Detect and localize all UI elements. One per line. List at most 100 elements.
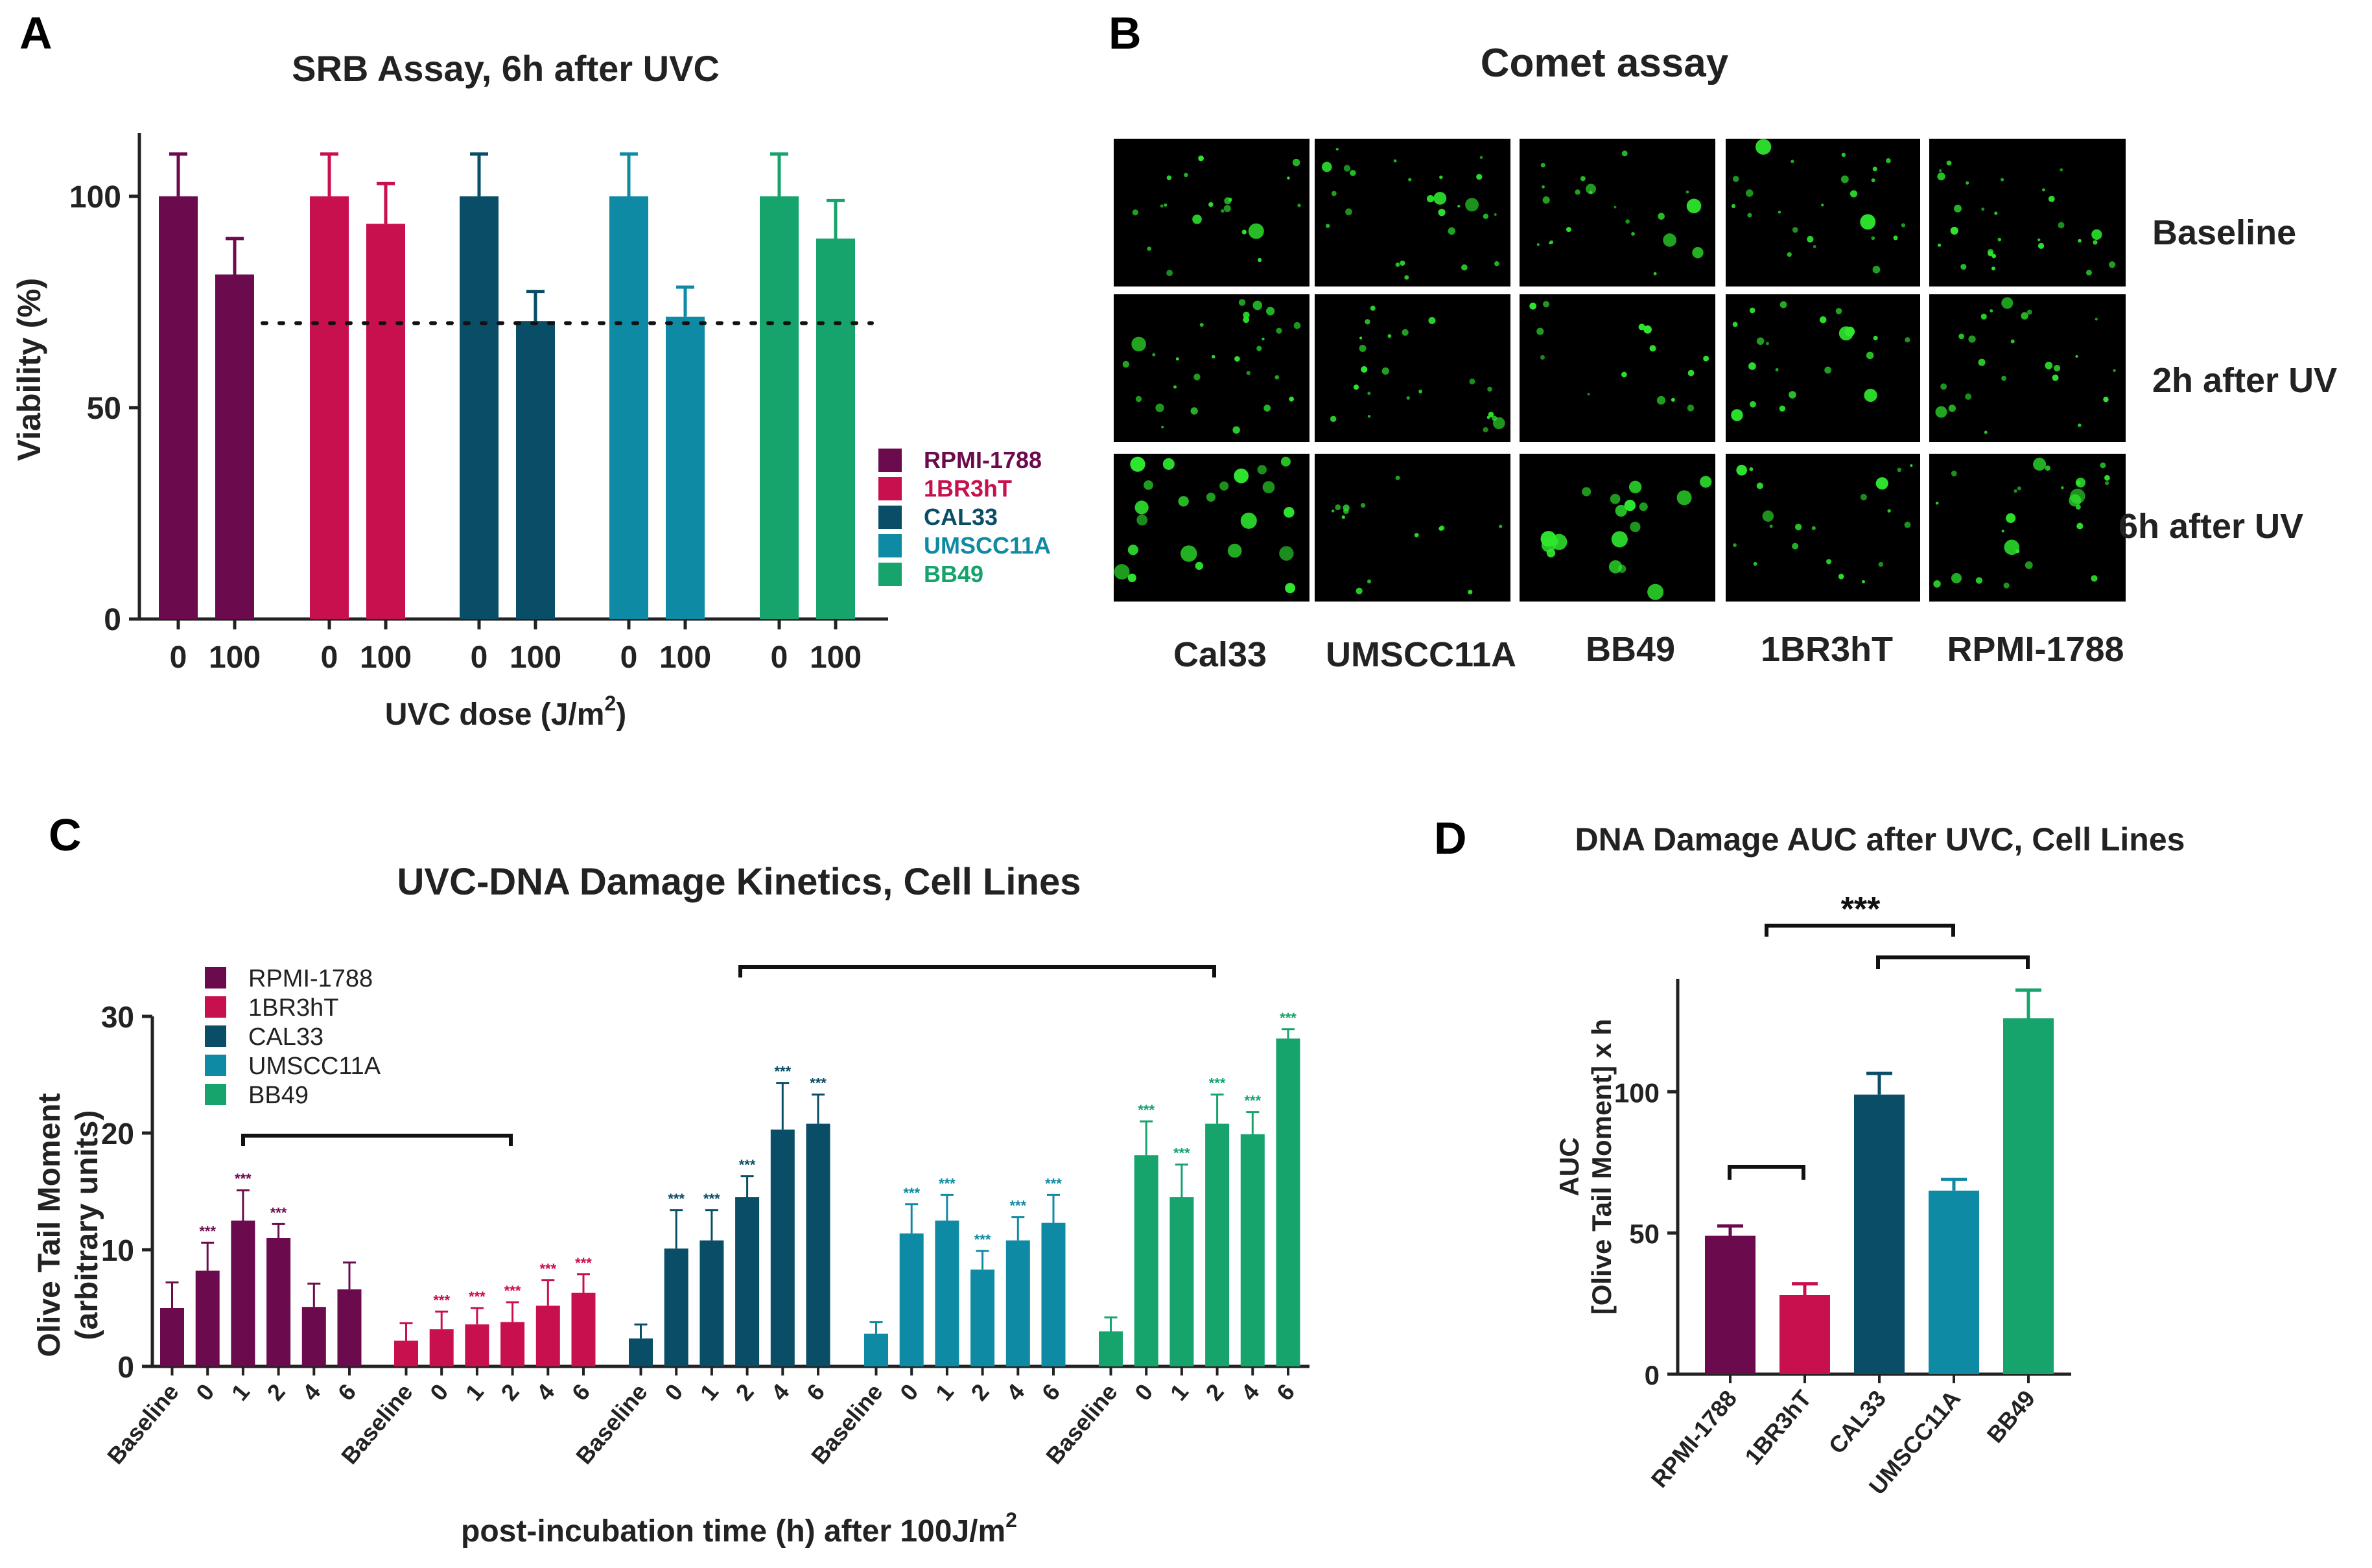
comet-spot	[1871, 236, 1875, 240]
comet-spot	[1345, 208, 1352, 216]
panel-a-plot: 0 50 100 0 100 0 100 0 100 0 100 0 100 RPMI-17881BR3h…	[69, 133, 1051, 675]
panel-c-significance: ***	[469, 1289, 486, 1305]
comet-spot	[2042, 188, 2045, 192]
comet-spot	[1984, 430, 1988, 434]
comet-spot	[2100, 462, 2106, 469]
comet-image	[1520, 294, 1715, 442]
panel-c-bar	[1041, 1223, 1066, 1366]
comet-spot	[1860, 493, 1867, 500]
panel-b-letter: B	[1109, 8, 1142, 58]
comet-spot	[1687, 404, 1695, 412]
comet-spot	[2058, 222, 2065, 229]
comet-spot	[1173, 385, 1177, 389]
comet-spot	[1948, 404, 1956, 412]
comet-spot	[1359, 344, 1367, 352]
panel-c-significance: ***	[774, 1064, 791, 1080]
panel-c-xtick-label: 0	[1129, 1379, 1158, 1406]
panel-a-bar	[666, 316, 705, 619]
comet-spot	[1479, 156, 1483, 159]
panel-a-bar	[516, 321, 555, 619]
comet-image	[1929, 294, 2126, 442]
comet-spot	[1630, 521, 1641, 532]
panel-c-xtick-label: 1	[695, 1379, 723, 1406]
panel-c-xtick-label: 6	[801, 1379, 830, 1406]
comet-spot	[1549, 240, 1554, 244]
comet-spot	[1130, 456, 1145, 472]
comet-spot	[1939, 169, 1942, 172]
panel-c-bar	[629, 1338, 653, 1366]
comet-spot	[2078, 423, 2082, 427]
comet-spot	[1248, 223, 1264, 239]
panel-c-significance: ***	[504, 1283, 521, 1299]
panel-c-significance: ***	[974, 1232, 991, 1248]
comet-spot	[2105, 481, 2109, 486]
comet-spot	[1287, 176, 1290, 180]
comet-spot	[2017, 486, 2021, 491]
comet-spot	[1821, 204, 1824, 207]
comet-col-label-cal33: Cal33	[1173, 635, 1267, 674]
comet-spot	[1614, 205, 1617, 209]
panel-a-legend-label: 1BR3hT	[924, 475, 1012, 502]
panel-d-ytick-label: 0	[1645, 1360, 1660, 1390]
panel-a-xlabel-sup: 2	[604, 692, 616, 715]
panel-c-bar	[195, 1270, 220, 1366]
comet-spot	[1700, 476, 1712, 488]
comet-spot	[1367, 415, 1371, 418]
panel-c-xtick-label: 4	[531, 1379, 559, 1406]
comet-spot	[1465, 198, 1479, 212]
comet-spot	[1935, 406, 1947, 418]
panel-d-ytick-label: 50	[1629, 1219, 1660, 1249]
comet-spot	[1536, 327, 1544, 335]
comet-spot	[1266, 307, 1275, 316]
comet-spot	[1910, 464, 1913, 467]
comet-spot	[2003, 582, 2010, 589]
comet-spot	[1807, 235, 1814, 243]
comet-spot	[1866, 351, 1874, 360]
comet-spot	[1499, 524, 1503, 528]
comet-spot	[1241, 229, 1247, 235]
comet-spot	[1258, 258, 1262, 263]
comet-spot	[1232, 426, 1240, 434]
comet-spot	[1370, 305, 1376, 311]
comet-spot	[1745, 189, 1754, 197]
comet-spot	[1426, 195, 1435, 203]
comet-spot	[2006, 513, 2016, 523]
comet-spot	[1161, 425, 1164, 428]
panel-c-legend-label: BB49	[248, 1082, 309, 1109]
comet-spot	[1279, 546, 1294, 561]
comet-spot	[1162, 458, 1175, 470]
comet-spot	[1227, 543, 1242, 558]
comet-spot	[1199, 323, 1204, 327]
comet-spot	[1147, 246, 1152, 251]
panel-c-bar	[699, 1240, 724, 1366]
panel-c-significance: ***	[903, 1185, 920, 1201]
panel-c-letter: C	[49, 810, 82, 860]
panel-a-xtick-label: 0	[170, 640, 187, 675]
comet-spot	[1127, 573, 1136, 583]
panel-d-significance: ***	[1841, 891, 1881, 928]
comet-spot	[1731, 204, 1736, 209]
panel-d-ylabel2: [Olive Tail Moment] x h	[1586, 1019, 1617, 1315]
comet-spot	[1276, 327, 1282, 334]
comet-spot	[1789, 391, 1796, 399]
comet-spot	[1878, 561, 1884, 567]
comet-spot	[1284, 507, 1295, 518]
comet-spot	[1540, 163, 1545, 168]
comet-spot	[1228, 198, 1232, 202]
comet-spot	[1246, 371, 1251, 375]
panel-c-xtick-label: 2	[261, 1379, 290, 1406]
comet-spot	[1649, 345, 1656, 352]
comet-spot	[2103, 396, 2109, 403]
comet-spot	[1325, 224, 1330, 228]
panel-c-significance: ***	[1045, 1175, 1062, 1191]
comet-spot	[1749, 307, 1756, 314]
comet-spot	[1792, 227, 1798, 233]
comet-spot	[1219, 481, 1229, 491]
comet-spot	[1965, 393, 1972, 400]
comet-spot	[1875, 477, 1888, 490]
panel-a-legend-swatch	[878, 534, 902, 557]
panel-d-ytick-label: 100	[1614, 1077, 1660, 1108]
comet-spot	[1395, 263, 1400, 267]
comet-spot	[1367, 392, 1371, 395]
comet-spot	[1631, 231, 1635, 236]
